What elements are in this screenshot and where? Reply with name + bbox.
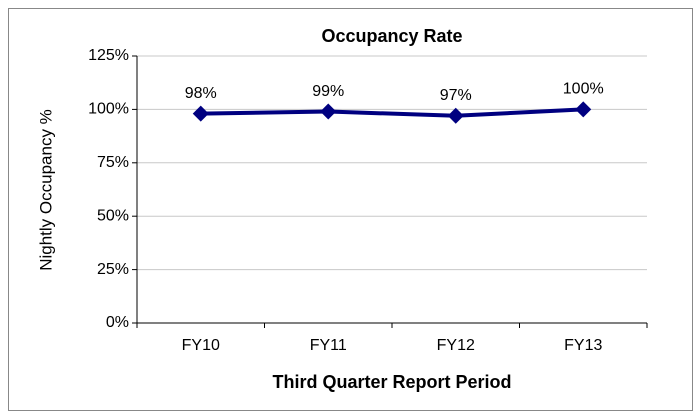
x-tick-label: FY11 — [310, 337, 347, 354]
data-point — [320, 103, 337, 120]
x-tick-label: FY13 — [564, 337, 602, 354]
y-axis-label: Nightly Occupancy % — [36, 109, 55, 271]
data-point — [447, 107, 464, 124]
data-point — [192, 105, 209, 122]
x-tick-label: FY10 — [182, 337, 220, 354]
y-tick-label: 75% — [97, 154, 129, 171]
y-tick-label: 100% — [88, 101, 129, 118]
x-tick-label: FY12 — [437, 337, 475, 354]
y-tick-label: 0% — [106, 314, 129, 331]
data-label: 100% — [563, 81, 604, 98]
y-tick-label: 25% — [97, 261, 129, 278]
data-point — [575, 101, 592, 118]
data-label: 97% — [440, 87, 472, 104]
y-tick-label: 50% — [97, 207, 129, 224]
chart-title: Occupancy Rate — [321, 26, 462, 46]
y-tick-label: 125% — [88, 47, 129, 64]
data-label: 98% — [185, 85, 217, 102]
chart-frame — [8, 8, 693, 411]
series-line — [200, 107, 584, 118]
data-label: 99% — [312, 83, 344, 100]
x-axis-label: Third Quarter Report Period — [272, 372, 511, 392]
